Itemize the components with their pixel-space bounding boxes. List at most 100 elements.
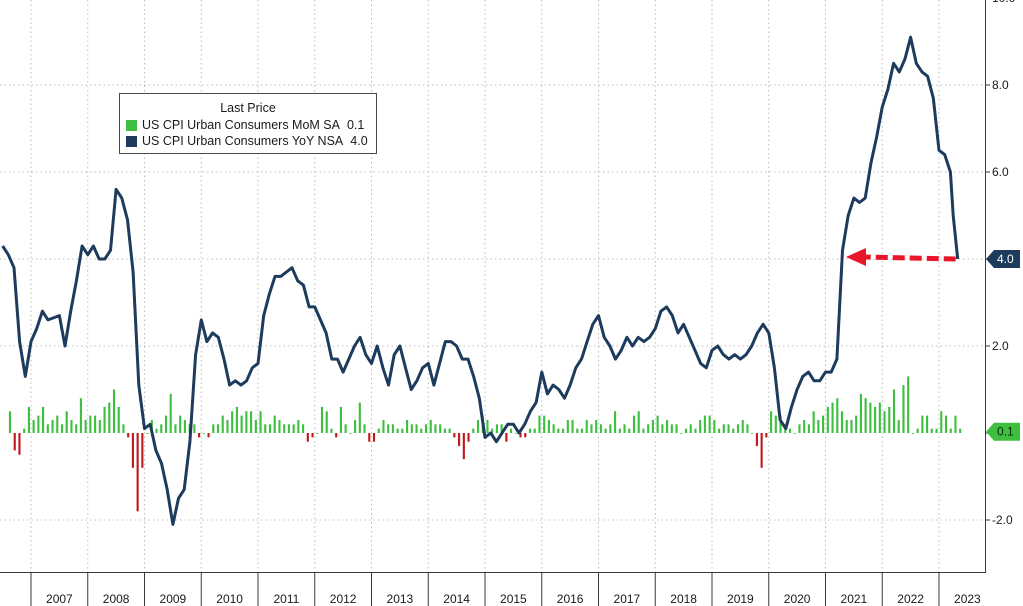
mom-bar (788, 428, 792, 433)
mom-bar (467, 433, 470, 442)
mom-bar (840, 411, 844, 433)
mom-bar (632, 415, 636, 433)
y-tick-label: 8.0 (992, 78, 1009, 92)
x-tick-label: 2012 (330, 592, 357, 606)
mom-bar (302, 424, 305, 433)
mom-bar (273, 415, 276, 433)
mom-bar (476, 419, 480, 433)
arrow-shaft (865, 254, 956, 262)
mom-bar (198, 433, 201, 438)
annotation-arrow (846, 248, 956, 266)
x-tick-label: 2015 (500, 592, 527, 606)
mom-bar (429, 419, 432, 433)
last-value-mom: 0.1 (997, 425, 1014, 439)
mom-bar (642, 428, 645, 433)
y-tick-label: 2.0 (992, 339, 1009, 353)
mom-bar (614, 411, 617, 433)
mom-bar (127, 433, 130, 438)
mom-bar (396, 428, 399, 433)
mom-bar (680, 433, 683, 434)
mom-bar (845, 419, 848, 433)
x-tick-label: 2013 (387, 592, 414, 606)
mom-bar (803, 419, 806, 433)
mom-bar (84, 419, 87, 433)
mom-bar (897, 419, 900, 433)
mom-bar (240, 415, 243, 433)
legend-title: Last Price (220, 101, 276, 115)
mom-bar (349, 433, 352, 434)
mom-bar (538, 415, 541, 433)
mom-bar (859, 393, 862, 433)
mom-bar (424, 424, 428, 433)
mom-bar (911, 433, 914, 434)
mom-bar (864, 398, 867, 433)
mom-bar (164, 415, 168, 433)
mom-bar (940, 411, 943, 433)
x-tick-label: 2020 (784, 592, 811, 606)
legend-label-mom: US CPI Urban Consumers MoM SA (142, 118, 340, 132)
x-tick-label: 2009 (160, 592, 187, 606)
mom-bar (51, 419, 54, 433)
mom-bar (930, 428, 933, 433)
axes (0, 0, 990, 606)
mom-bar (741, 419, 744, 433)
mom-bar (174, 424, 177, 433)
mom-bar (70, 419, 73, 433)
mom-bar (519, 433, 522, 438)
mom-bar (637, 411, 640, 433)
mom-bar (694, 428, 697, 433)
mom-bar (179, 415, 182, 433)
mom-bar (751, 433, 754, 434)
mom-bar (850, 419, 853, 433)
mom-bar (817, 419, 820, 433)
mom-bar (420, 428, 423, 433)
mom-bar (60, 424, 64, 433)
x-tick-labels: 2007 2008 2009 2010 2011 2012 2013 2014 2015 2016… (46, 592, 981, 606)
mom-bar (330, 428, 333, 433)
mom-bar (382, 419, 385, 433)
mom-bar (699, 419, 702, 433)
y-tick-labels: -2.0 2.0 4.0 6.0 8.0 10.0 (992, 0, 1016, 527)
mom-bar (320, 406, 324, 433)
mom-bar (372, 433, 376, 442)
mom-bar (684, 428, 688, 433)
mom-bar (136, 433, 139, 512)
mom-bar (543, 415, 546, 433)
mom-bar (491, 428, 494, 433)
mom-bar (278, 419, 281, 433)
mom-bar (878, 402, 881, 433)
mom-bar (212, 424, 215, 433)
mom-bar (533, 428, 536, 433)
mom-bar (926, 415, 929, 433)
mom-bar (793, 433, 796, 434)
mom-bar (514, 433, 517, 434)
mom-bar (921, 415, 924, 433)
mom-bar (122, 424, 125, 433)
mom-bar (439, 424, 442, 433)
mom-bar (415, 424, 418, 433)
mom-bar (510, 428, 513, 433)
mom-bar (462, 433, 465, 460)
mom-bar (836, 398, 839, 433)
mom-bar (812, 411, 815, 433)
mom-bar (855, 415, 858, 433)
mom-bar (670, 424, 673, 433)
mom-bar (500, 424, 503, 433)
mom-bar (32, 419, 35, 433)
mom-bar (339, 406, 342, 433)
mom-bar (259, 411, 262, 433)
legend-value-yoy: 4.0 (350, 134, 368, 148)
mom-bar (495, 424, 498, 433)
mom-bar (944, 415, 948, 433)
mom-bar (434, 424, 437, 433)
last-value-tag-yoy: 4.0 (986, 250, 1020, 268)
mom-bar (727, 424, 730, 433)
x-tick-label: 2017 (614, 592, 641, 606)
mom-bar (755, 433, 758, 447)
last-value-yoy: 4.0 (997, 252, 1014, 266)
mom-bar (552, 424, 555, 433)
x-tick-label: 2010 (216, 592, 243, 606)
mom-bar (344, 424, 347, 433)
yoy-series-line (1, 35, 960, 526)
